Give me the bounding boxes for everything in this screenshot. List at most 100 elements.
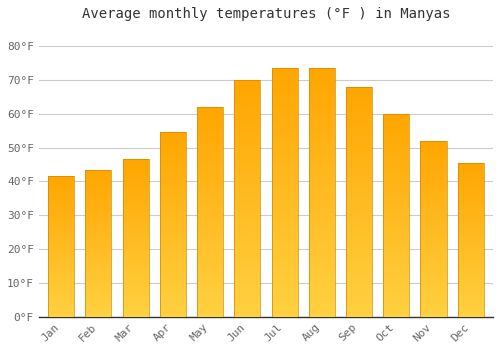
Bar <box>308 89 335 93</box>
Bar <box>458 209 483 211</box>
Bar <box>458 263 483 265</box>
Bar <box>272 72 297 76</box>
Bar <box>383 178 409 181</box>
Bar <box>346 290 372 294</box>
Bar <box>234 80 260 317</box>
Bar <box>458 168 483 170</box>
Bar <box>420 234 446 238</box>
Bar <box>86 246 112 248</box>
Bar <box>383 232 409 236</box>
Bar <box>458 253 483 255</box>
Bar <box>48 237 74 239</box>
Bar <box>308 304 335 308</box>
Bar <box>272 184 297 188</box>
Bar <box>86 314 112 317</box>
Bar <box>234 218 260 222</box>
Bar <box>420 191 446 194</box>
Bar <box>197 292 223 296</box>
Bar <box>48 188 74 190</box>
Bar <box>458 201 483 204</box>
Bar <box>420 223 446 226</box>
Bar <box>86 221 112 224</box>
Bar <box>122 204 148 206</box>
Bar <box>346 117 372 121</box>
Bar <box>197 107 223 317</box>
Bar <box>346 144 372 148</box>
Bar <box>160 166 186 169</box>
Bar <box>272 304 297 308</box>
Bar <box>122 178 148 180</box>
Bar <box>48 214 74 216</box>
Bar <box>458 165 483 168</box>
Bar <box>458 173 483 176</box>
Bar <box>458 294 483 296</box>
Bar <box>234 230 260 234</box>
Bar <box>458 281 483 284</box>
Bar <box>86 182 112 184</box>
Bar <box>383 293 409 296</box>
Bar <box>308 230 335 234</box>
Bar <box>48 230 74 232</box>
Bar <box>308 68 335 317</box>
Bar <box>272 225 297 230</box>
Bar <box>346 182 372 186</box>
Bar <box>122 167 148 170</box>
Bar <box>346 156 372 160</box>
Bar <box>197 271 223 275</box>
Bar <box>197 303 223 306</box>
Bar <box>383 114 409 317</box>
Bar <box>383 236 409 239</box>
Bar <box>48 279 74 282</box>
Bar <box>420 299 446 302</box>
Bar <box>420 167 446 170</box>
Bar <box>197 306 223 310</box>
Bar <box>383 181 409 185</box>
Bar <box>160 289 186 292</box>
Bar <box>160 286 186 289</box>
Bar <box>234 309 260 313</box>
Bar <box>308 284 335 288</box>
Bar <box>458 163 483 165</box>
Bar <box>308 263 335 267</box>
Bar <box>234 242 260 246</box>
Bar <box>346 286 372 290</box>
Bar <box>458 191 483 194</box>
Bar <box>383 252 409 256</box>
Bar <box>197 131 223 135</box>
Bar <box>383 144 409 148</box>
Bar <box>197 156 223 159</box>
Bar <box>197 236 223 240</box>
Bar <box>197 250 223 254</box>
Bar <box>383 131 409 134</box>
Bar <box>122 162 148 164</box>
Bar <box>234 127 260 131</box>
Bar <box>197 212 223 215</box>
Bar <box>197 110 223 114</box>
Bar <box>48 296 74 298</box>
Bar <box>383 117 409 120</box>
Bar <box>420 261 446 264</box>
Bar <box>86 302 112 304</box>
Bar <box>383 246 409 249</box>
Bar <box>160 206 186 209</box>
Bar <box>160 252 186 255</box>
Bar <box>86 202 112 204</box>
Bar <box>48 272 74 275</box>
Bar <box>420 155 446 158</box>
Bar <box>346 133 372 136</box>
Bar <box>86 214 112 216</box>
Bar <box>86 184 112 187</box>
Bar <box>308 222 335 225</box>
Bar <box>86 270 112 273</box>
Bar <box>48 263 74 265</box>
Bar <box>272 234 297 238</box>
Bar <box>122 215 148 217</box>
Bar <box>122 228 148 230</box>
Bar <box>122 285 148 288</box>
Bar <box>86 309 112 312</box>
Bar <box>122 180 148 183</box>
Bar <box>122 212 148 215</box>
Bar <box>346 252 372 255</box>
Bar <box>122 264 148 267</box>
Bar <box>458 309 483 312</box>
